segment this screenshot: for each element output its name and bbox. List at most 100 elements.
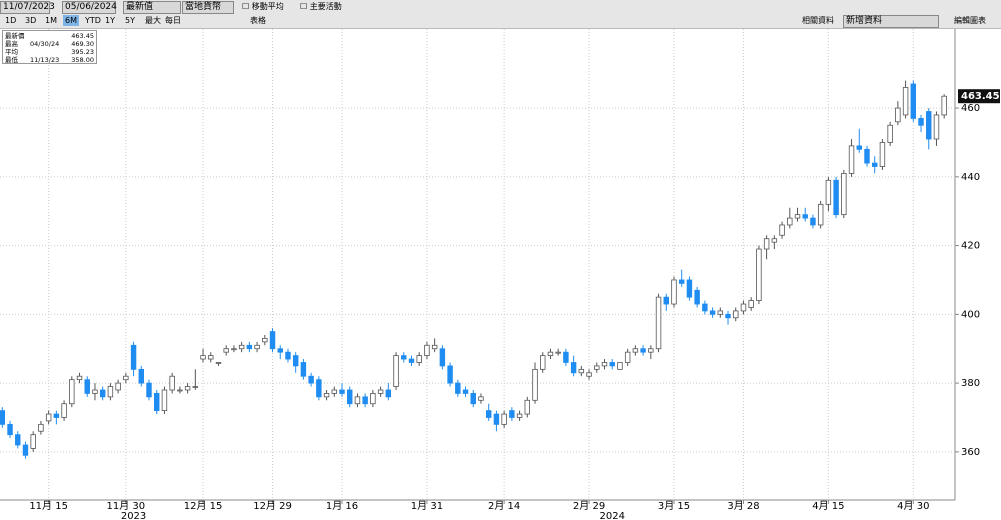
candle-body <box>61 403 67 418</box>
candle-body <box>385 389 392 398</box>
toolbar: 11/07/2023 05/06/2024 最新值 當地貨幣 ☐ 移動平均 ☐ … <box>0 0 1001 14</box>
candle-body <box>648 348 654 353</box>
year-label: 2024 <box>599 511 624 520</box>
legend-value: 463.45 <box>71 32 94 40</box>
candle-body <box>825 179 832 205</box>
candle-body <box>787 217 793 226</box>
period-button[interactable]: 1D <box>5 16 17 25</box>
period-button[interactable]: 6M <box>63 15 79 26</box>
add-button[interactable]: 新增資料 <box>843 15 939 28</box>
table-button[interactable]: 表格 <box>250 16 266 25</box>
candle-body <box>362 396 368 405</box>
candle-body <box>38 423 44 432</box>
x-tick-label: 3月 28 <box>727 500 759 512</box>
candle-body <box>864 148 870 164</box>
candle-body <box>524 399 531 415</box>
year-label: 2023 <box>121 511 146 520</box>
candle-body <box>856 145 862 150</box>
candle-body <box>22 444 29 456</box>
candle-body <box>902 87 909 116</box>
candle-body <box>802 214 808 219</box>
period-button[interactable]: YTD <box>85 16 101 25</box>
candle-body <box>617 362 623 370</box>
candle-body <box>794 214 801 219</box>
period-button[interactable]: 3D <box>25 16 37 25</box>
candle-body <box>485 410 492 418</box>
candle-body <box>871 162 878 167</box>
field-select[interactable]: 最新值 <box>123 1 181 14</box>
period-button[interactable]: 5Y <box>125 16 135 25</box>
candle-body <box>92 389 98 394</box>
candle-body <box>393 355 399 387</box>
related-button[interactable]: 相關資料 <box>802 16 834 25</box>
candle-body <box>586 372 592 377</box>
candle-body <box>655 296 662 350</box>
currency-select[interactable]: 當地貨幣 <box>182 1 234 14</box>
candle-body <box>401 355 407 360</box>
x-tick-label: 2月 14 <box>488 500 520 512</box>
candle-body <box>69 379 75 405</box>
candle-body <box>748 300 754 308</box>
candle-body <box>833 179 839 216</box>
period-button[interactable]: 每日 <box>165 16 181 25</box>
candle-body <box>462 389 469 394</box>
candle-body <box>624 351 631 363</box>
candle-body <box>817 203 824 226</box>
candle-body <box>431 344 438 350</box>
period-button[interactable]: 1M <box>45 16 57 25</box>
candle-body <box>516 413 523 418</box>
events-toggle[interactable]: ☐ 主要活動 <box>300 2 342 11</box>
candle-body <box>300 362 307 377</box>
candle-body <box>879 142 886 167</box>
candle-body <box>578 368 585 374</box>
legend-date: 11/13/23 <box>30 56 60 64</box>
candle-body <box>347 389 353 405</box>
period-button[interactable]: 最大 <box>145 16 161 25</box>
candle-body <box>694 289 700 305</box>
candle-body <box>640 348 646 353</box>
candle-body <box>30 434 36 449</box>
legend-row: 最低 11/13/23 358.00 <box>5 56 94 64</box>
legend-name: 最低 <box>5 56 18 64</box>
start-date[interactable]: 11/07/2023 <box>0 1 55 14</box>
legend-name: 平均 <box>5 48 18 56</box>
candle-body <box>895 107 901 123</box>
candle-body <box>208 355 214 360</box>
x-tick-label: 4月 15 <box>812 500 844 512</box>
candle-body <box>771 238 778 243</box>
candle-body <box>215 362 222 364</box>
candle-body <box>107 386 114 398</box>
candle-body <box>184 386 191 391</box>
candle-body <box>686 279 693 298</box>
candle-body <box>370 393 376 405</box>
candle-body <box>547 351 554 357</box>
candle-body <box>470 393 476 405</box>
candle-body <box>308 375 314 384</box>
legend-name: 最新價 <box>5 32 25 40</box>
candle-body <box>200 355 206 360</box>
x-tick-label: 3月 15 <box>658 500 690 512</box>
candle-body <box>53 413 60 418</box>
legend-name: 最高 <box>5 40 18 48</box>
candle-body <box>717 310 724 315</box>
candle-body <box>269 331 276 350</box>
candle-body <box>563 351 569 363</box>
candle-body <box>15 434 21 446</box>
legend-value: 358.00 <box>71 56 94 64</box>
candle-body <box>277 348 283 353</box>
y-tick-label: 440 <box>961 172 980 183</box>
legend-value: 395.23 <box>71 48 94 56</box>
candle-body <box>316 379 322 398</box>
y-tick-label: 460 <box>961 103 980 114</box>
end-date[interactable]: 05/06/2024 <box>62 1 117 14</box>
candle-body <box>594 365 600 370</box>
period-button[interactable]: 1Y <box>105 16 115 25</box>
y-tick-label: 360 <box>961 447 980 458</box>
x-tick-label: 4月 30 <box>897 500 929 512</box>
candle-body <box>678 279 685 284</box>
candle-body <box>331 389 338 394</box>
edit-button[interactable]: 編輯圖表 <box>954 16 986 25</box>
legend-row: 最新價 463.45 <box>5 32 94 40</box>
ma-toggle[interactable]: ☐ 移動平均 <box>242 2 284 11</box>
